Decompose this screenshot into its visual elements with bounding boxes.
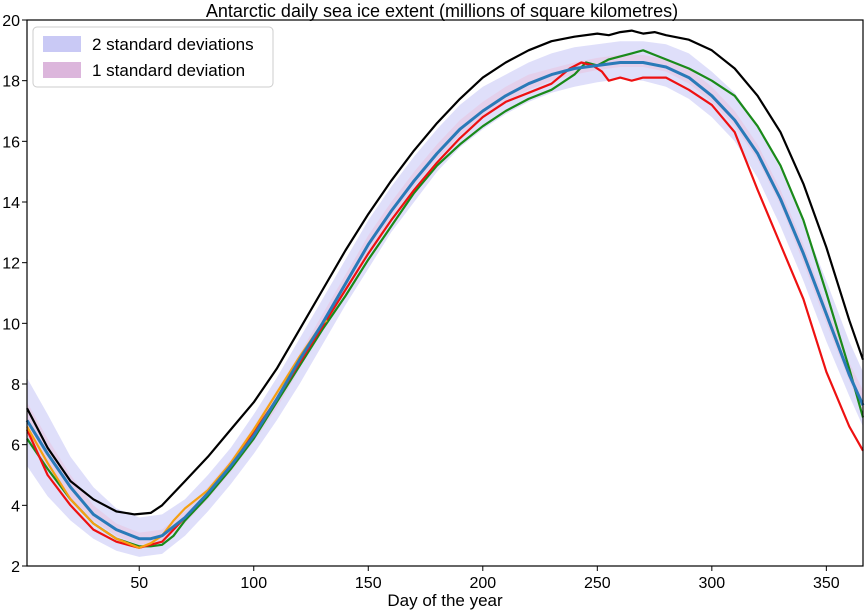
x-tick-label: 250 <box>584 575 611 592</box>
legend-label-1sd: 1 standard deviation <box>92 61 245 80</box>
x-tick-label: 150 <box>355 575 382 592</box>
y-tick-label: 20 <box>2 13 20 30</box>
series-line-2 <box>26 49 865 548</box>
band-layer <box>27 41 863 557</box>
chart-title: Antarctic daily sea ice extent (millions… <box>206 1 678 21</box>
series-line-1 <box>25 61 865 541</box>
y-tick-label: 12 <box>2 256 20 273</box>
legend-swatch-2sd <box>43 36 81 52</box>
x-tick-label: 350 <box>813 575 840 592</box>
x-tick-label: 100 <box>240 575 267 592</box>
y-tick-label: 18 <box>2 74 20 91</box>
y-axis: 2 4 6 8 10 12 14 16 18 20 <box>2 13 27 576</box>
y-tick-label: 2 <box>11 559 20 576</box>
y-tick-label: 10 <box>2 316 20 333</box>
y-tick-label: 8 <box>11 377 20 394</box>
x-tick-label: 300 <box>698 575 725 592</box>
legend-frame <box>32 26 274 88</box>
series-line-4 <box>26 319 328 549</box>
y-tick-label: 14 <box>2 195 20 212</box>
legend-label-2sd: 2 standard deviations <box>92 35 254 54</box>
x-tick-label: 50 <box>130 575 148 592</box>
x-tick-label: 200 <box>469 575 496 592</box>
y-tick-label: 6 <box>11 438 20 455</box>
legend: 2 standard deviations 1 standard deviati… <box>32 26 274 88</box>
series-layer <box>25 29 865 549</box>
x-axis-label: Day of the year <box>387 591 503 610</box>
y-tick-label: 16 <box>2 134 20 151</box>
plot-frame <box>26 19 864 567</box>
legend-swatch-1sd <box>43 62 81 78</box>
y-tick-label: 4 <box>11 498 20 515</box>
series-line-0 <box>26 29 865 516</box>
x-axis: 50 100 150 200 250 300 350 <box>130 566 840 592</box>
